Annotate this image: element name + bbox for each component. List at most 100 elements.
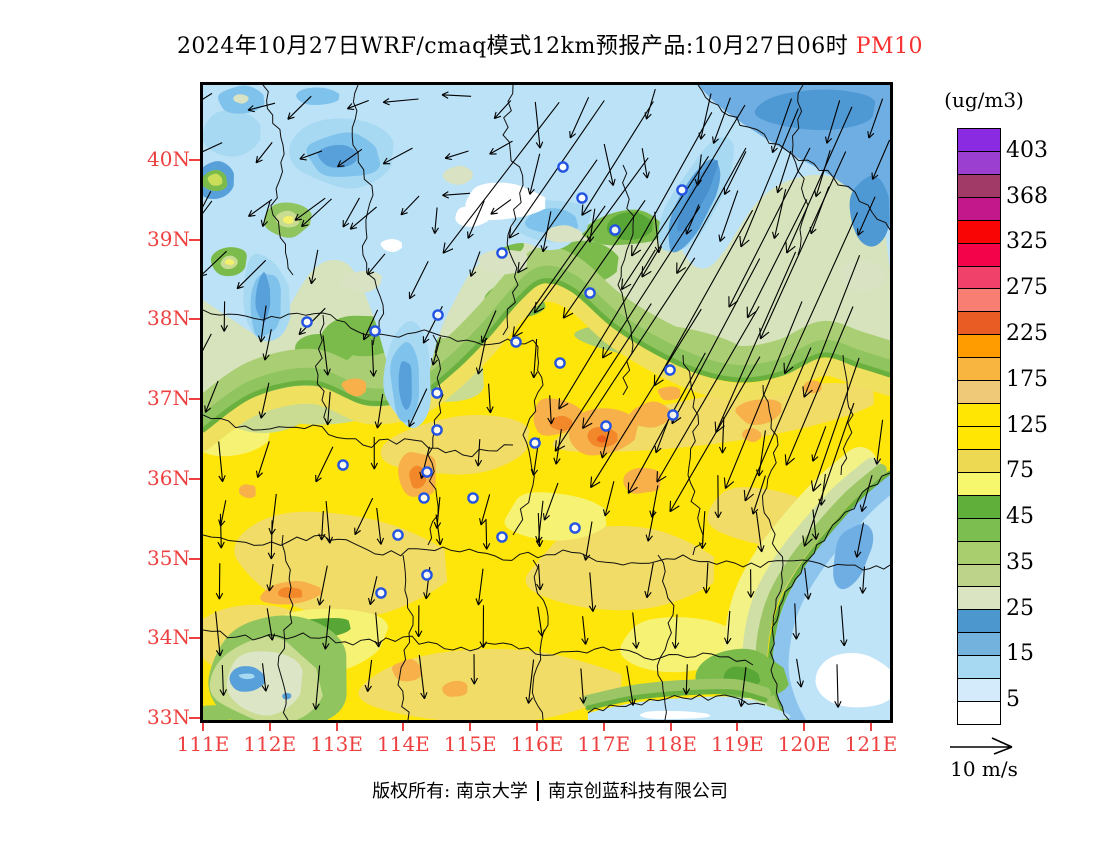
legend-label-45: 45 (1006, 504, 1034, 530)
legend-swatch (958, 471, 1000, 495)
legend-swatch (958, 517, 1000, 541)
lon-label-113E: 113E (310, 732, 363, 756)
city-marker (431, 387, 443, 399)
lon-label-120E: 120E (777, 732, 831, 756)
footer-divider (536, 781, 539, 801)
lon-tick (870, 723, 872, 731)
lon-label-119E: 119E (711, 732, 764, 756)
city-marker (584, 287, 596, 299)
lon-label-116E: 116E (510, 732, 564, 756)
lon-tick (536, 723, 538, 731)
city-marker (529, 437, 541, 449)
city-marker (609, 224, 621, 236)
legend-swatch (958, 425, 1000, 449)
legend-label-175: 175 (1006, 366, 1048, 392)
city-marker (431, 424, 443, 436)
city-marker (375, 587, 387, 599)
legend-swatch (958, 242, 1000, 266)
legend-label-5: 5 (1006, 687, 1020, 713)
legend-swatch (958, 334, 1000, 358)
legend-swatch (958, 655, 1000, 679)
legend-label-125: 125 (1006, 412, 1048, 438)
city-markers-layer (301, 161, 688, 599)
lon-label-114E: 114E (377, 732, 430, 756)
lat-label-33N: 33N (147, 705, 190, 729)
lat-label-36N: 36N (147, 465, 190, 490)
city-marker (392, 529, 404, 541)
lat-label-39N: 39N (147, 226, 190, 251)
legend-swatch (958, 586, 1000, 610)
lon-label-117E: 117E (577, 732, 631, 756)
lon-label-111E: 111E (176, 732, 230, 756)
forecast-map (203, 85, 890, 720)
legend-unit-label: (ug/m3) (944, 88, 1024, 112)
lon-label-112E: 112E (243, 732, 297, 756)
legend-swatch (958, 632, 1000, 656)
lon-tick (402, 723, 405, 731)
legend-swatch (958, 380, 1000, 404)
lat-tick (189, 717, 200, 719)
lon-tick (268, 723, 271, 731)
legend-swatch (958, 196, 1000, 220)
legend-swatch (958, 357, 1000, 381)
copyright-part1: 版权所有: 南京大学 (372, 781, 528, 802)
city-marker (418, 492, 430, 504)
lat-label-35N: 35N (147, 545, 190, 570)
lat-tick (189, 318, 200, 321)
legend-swatch (958, 609, 1000, 633)
city-marker (600, 420, 612, 432)
wind-arrows-layer (203, 88, 890, 710)
city-marker (569, 522, 581, 534)
legend-label-325: 325 (1006, 229, 1048, 255)
legend-label-25: 25 (1006, 595, 1034, 621)
title-main: 2024年10月27日WRF/cmaq模式12km预报产品:10月27日06时 (176, 34, 849, 59)
legend-swatch (958, 265, 1000, 289)
lat-tick (189, 557, 200, 560)
city-marker (496, 247, 508, 259)
legend-label-35: 35 (1006, 549, 1034, 575)
lon-label-121E: 121E (844, 732, 898, 756)
lat-tick (189, 238, 200, 241)
city-marker (369, 325, 381, 337)
lon-tick (202, 723, 204, 731)
city-marker (496, 531, 508, 543)
lat-tick (189, 637, 200, 640)
lat-tick (189, 398, 200, 401)
legend-label-15: 15 (1006, 641, 1034, 667)
color-scale-legend (957, 128, 1001, 725)
lat-tick (189, 159, 200, 161)
lon-tick (736, 723, 739, 731)
legend-swatch (958, 701, 1000, 724)
legend-label-75: 75 (1006, 458, 1034, 484)
lon-label-115E: 115E (443, 732, 497, 756)
legend-label-403: 403 (1006, 137, 1048, 163)
legend-swatch (958, 448, 1000, 472)
lat-tick (189, 477, 200, 480)
city-marker (421, 569, 433, 581)
lon-tick (469, 723, 472, 731)
city-marker (510, 336, 522, 348)
lon-tick (669, 723, 672, 731)
legend-swatch (958, 311, 1000, 335)
title-pollutant: PM10 (855, 34, 924, 59)
legend-swatch (958, 678, 1000, 702)
legend-swatch (958, 563, 1000, 587)
legend-swatch (958, 288, 1000, 312)
city-marker (301, 316, 313, 328)
wind-scale-arrow (950, 737, 1013, 755)
lat-label-34N: 34N (147, 625, 190, 650)
legend-swatch (958, 219, 1000, 243)
lat-label-40N: 40N (147, 147, 190, 171)
forecast-map-frame (200, 82, 893, 723)
city-marker (557, 161, 569, 173)
lat-label-37N: 37N (147, 386, 190, 411)
province-boundaries-layer (203, 85, 890, 720)
legend-swatch (958, 403, 1000, 426)
city-marker (667, 409, 679, 421)
city-marker (467, 492, 479, 504)
legend-label-225: 225 (1006, 320, 1048, 346)
lon-tick (803, 723, 806, 731)
city-marker (576, 192, 588, 204)
city-marker (421, 466, 433, 478)
wind-scale-label: 10 m/s (950, 757, 1018, 781)
